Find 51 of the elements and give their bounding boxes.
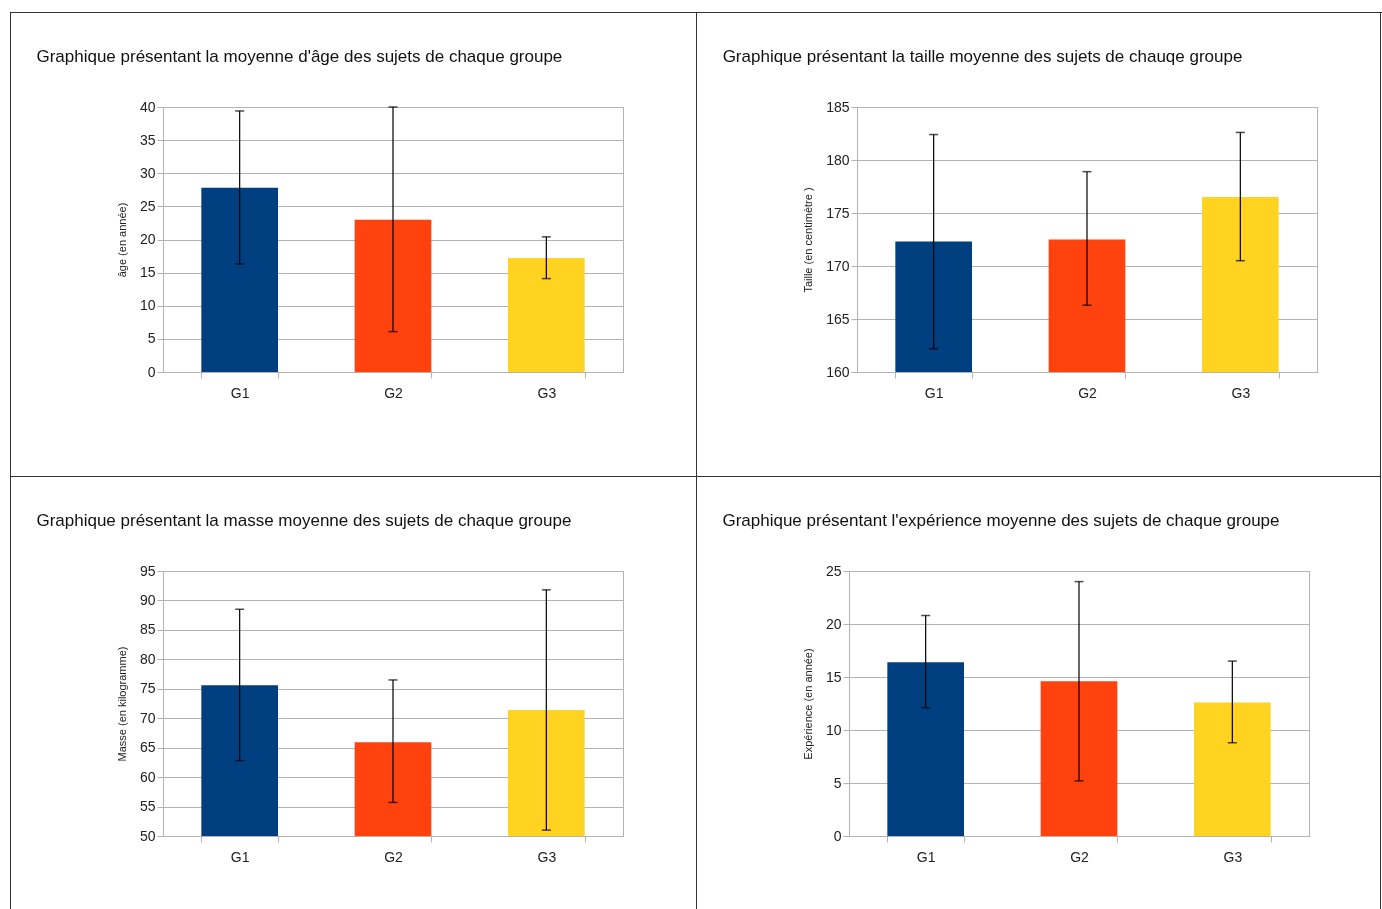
y-tick-label: 15 [825,668,842,685]
y-tick-label: 20 [825,615,842,632]
x-tick-label: G2 [1078,384,1098,401]
y-tick-label: 40 [139,98,156,115]
y-tick-label: 0 [833,827,842,844]
y-tick-label: 20 [139,231,156,247]
chart-title: Graphique présentant la taille moyenne des sujets de chauqe groupe [722,47,1243,66]
x-tick-label: G2 [384,384,404,401]
y-tick-label: 85 [139,621,156,638]
y-tick-label: 90 [139,591,156,608]
y-tick-label: 5 [147,330,156,347]
chart-title: Graphique présentant l'expérience moyenne des sujets de chaque groupe [722,511,1280,530]
y-tick-label: 160 [826,363,850,380]
x-tick-label: G1 [916,848,936,865]
x-tick-label: G1 [230,848,250,865]
y-tick-label: 170 [826,257,850,274]
y-axis-title: Taille (en centimètre ) [802,187,815,293]
x-tick-label: G3 [1231,384,1251,401]
y-tick-label: 75 [139,680,156,697]
y-tick-label: 180 [826,151,850,168]
x-tick-label: G1 [230,384,250,401]
y-tick-label: 185 [826,98,850,115]
y-tick-label: 60 [139,768,156,785]
y-axis-title: âge (en année) [115,202,128,278]
y-axis-title: Masse (en kilogramme) [115,646,128,762]
y-tick-label: 65 [139,739,156,756]
y-tick-label: 80 [139,650,156,667]
y-tick-label: 175 [826,204,850,221]
y-tick-label: 10 [139,297,156,314]
y-tick-label: 165 [826,310,850,327]
y-tick-label: 10 [825,721,842,738]
x-tick-label: G3 [537,384,557,401]
x-tick-label: G2 [1070,848,1090,865]
x-tick-label: G3 [537,848,557,865]
y-tick-label: 95 [139,562,156,579]
x-tick-label: G2 [384,848,404,865]
chart-title: Graphique présentant la moyenne d'âge des sujets de chaque groupe [36,47,563,66]
x-tick-label: G1 [924,384,944,401]
y-tick-label: 5 [833,774,842,791]
y-tick-label: 30 [139,164,156,181]
y-tick-label: 55 [139,798,156,815]
y-tick-label: 70 [139,709,156,726]
y-tick-label: 35 [139,131,156,148]
y-tick-label: 25 [825,562,842,579]
y-axis-title: Expérience (en année) [801,648,814,760]
y-tick-label: 50 [139,827,156,844]
y-tick-label: 15 [139,264,156,281]
x-tick-label: G3 [1223,848,1243,865]
chart-title: Graphique présentant la masse moyenne des sujets de chaque groupe [36,511,572,530]
y-tick-label: 0 [147,363,156,380]
y-tick-label: 25 [139,197,156,214]
